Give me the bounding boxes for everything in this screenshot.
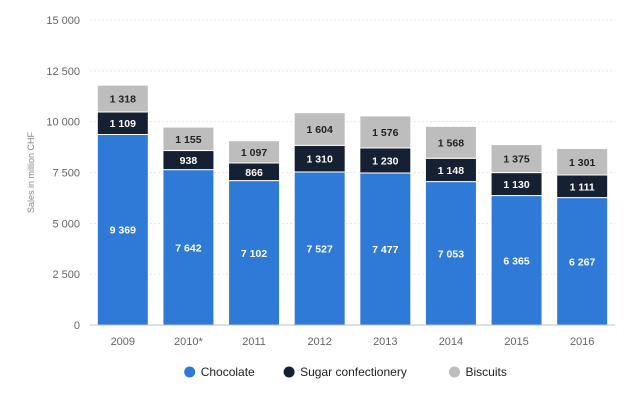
bar-value-label: 6 267 [569,256,595,268]
bar-value-label: 7 642 [175,242,201,254]
bar-segment-sugar-confectionery [359,147,412,174]
y-tick-label: 15 000 [46,15,80,27]
y-tick-label: 10 000 [46,117,80,129]
legend-label: Sugar confectionery [300,365,407,379]
x-tick-label: 2011 [242,336,266,348]
bar-value-label: 1 097 [241,147,267,159]
legend-label: Biscuits [466,365,507,379]
y-tick-label: 5 000 [52,218,80,230]
y-tick-label: 2 500 [52,269,80,281]
bar-segment-biscuits [490,144,543,174]
legend-marker-biscuits [449,366,460,378]
bar-value-label: 1 301 [569,157,595,169]
bar-value-label: 7 477 [372,244,398,256]
bar-value-label: 7 527 [307,243,333,255]
bar-value-label: 1 230 [372,155,398,167]
x-tick-label: 2014 [439,336,463,348]
bar-segment-chocolate [96,133,149,326]
y-tick-label: 0 [74,320,80,332]
bar-value-label: 866 [245,167,263,179]
bar-segment-chocolate [293,171,346,326]
bar-value-label: 1 148 [438,165,464,177]
bar-value-label: 1 155 [175,134,201,146]
bar-segment-chocolate [359,172,412,326]
x-tick-label: 2012 [307,336,331,348]
bar-value-label: 7 053 [438,248,464,260]
bar-segment-chocolate [556,197,609,326]
bar-value-label: 1 130 [503,179,529,191]
bar-segment-biscuits [228,140,281,164]
bar-value-label: 7 102 [241,248,267,260]
bar-value-label: 6 365 [503,255,529,267]
x-tick-label: 2016 [570,336,594,348]
bar-value-label: 1 576 [372,127,398,139]
bar-segment-biscuits [359,115,412,149]
y-axis-title: Sales in million CHF [26,131,36,213]
bar-segment-chocolate [424,181,477,326]
bar-segment-biscuits [424,125,477,159]
legend-marker-sugar-confectionery [283,366,295,378]
bar-value-label: 1 318 [110,94,136,106]
y-tick-label: 7 500 [52,168,80,180]
bar-segment-biscuits [556,148,609,176]
x-tick-label: 2009 [111,336,135,348]
x-tick-label: 2015 [504,336,528,348]
bar-segment-sugar-confectionery [293,144,346,173]
bar-value-label: 1 111 [570,181,595,193]
bar-value-label: 938 [180,155,198,167]
bar-value-label: 1 604 [307,124,333,136]
y-tick-label: 12 500 [46,66,80,78]
bar-value-label: 1 310 [307,154,333,166]
legend-label: Chocolate [201,365,255,379]
bar-segment-biscuits [96,84,149,113]
bar-value-label: 9 369 [110,225,136,237]
bar-value-label: 1 568 [438,137,464,149]
bar-segment-chocolate [162,169,215,326]
bar-value-label: 1 109 [110,118,136,130]
x-tick-label: 2013 [373,336,397,348]
bar-segment-biscuits [162,126,215,152]
bar-segment-biscuits [293,112,346,146]
bar-value-label: 1 375 [503,154,529,166]
legend-marker-chocolate [184,366,196,378]
x-tick-label: 2010* [174,336,203,348]
